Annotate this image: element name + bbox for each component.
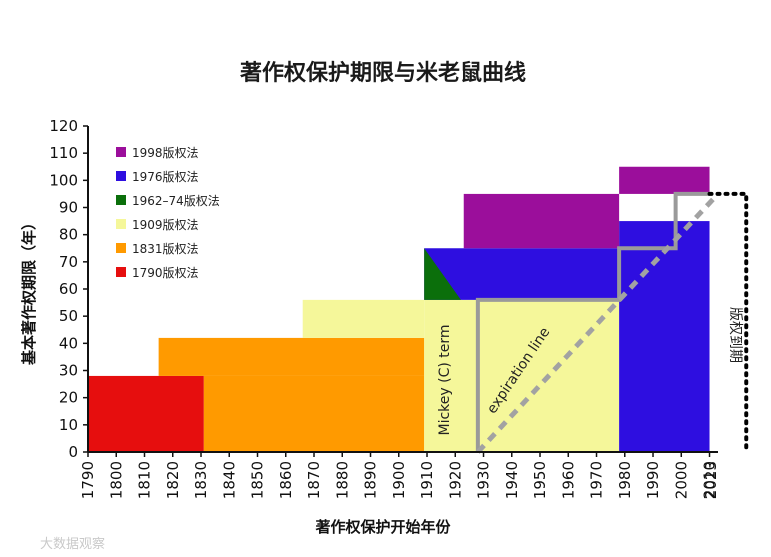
chart-title: 著作权保护期限与米老鼠曲线 <box>239 60 526 86</box>
y-tick-label: 70 <box>59 253 78 271</box>
x-tick-label: 1910 <box>418 461 436 499</box>
legend-label: 1831版权法 <box>132 242 199 256</box>
x-tick-label: 1940 <box>503 461 521 499</box>
x-tick-label: 1810 <box>136 461 154 499</box>
x-tick-label: 1930 <box>475 461 493 499</box>
y-tick-label: 110 <box>49 144 78 162</box>
x-tick-label: 1800 <box>107 461 125 499</box>
x-tick-label: 1960 <box>559 461 577 499</box>
y-tick-label: 10 <box>59 416 78 434</box>
x-tick-label: 2023 <box>702 461 720 499</box>
x-tick-label: 1850 <box>249 461 267 499</box>
legend-swatch-1909 <box>116 219 126 229</box>
y-axis-label: 基本著作权期限（年） <box>20 215 38 366</box>
area-1909-0 <box>302 299 425 338</box>
area-1909-1 <box>424 299 620 452</box>
x-tick-label: 1920 <box>446 461 464 499</box>
legend-label: 1998版权法 <box>132 146 199 160</box>
y-tick-label: 90 <box>59 199 78 217</box>
area-1976-0 <box>424 248 620 300</box>
legend-swatch-1831 <box>116 243 126 253</box>
x-tick-label: 1880 <box>333 461 351 499</box>
x-tick-label: 1970 <box>588 461 606 499</box>
x-tick-label: 1830 <box>192 461 210 499</box>
side-label: 版权到期 <box>727 307 743 363</box>
legend-swatch-1790 <box>116 267 126 277</box>
legend: 1998版权法 1976版权法 1962–74版权法 1909版权法 1831版权法 17… <box>116 146 220 280</box>
x-tick-label: 1820 <box>164 461 182 499</box>
area-1976-1 <box>619 221 710 452</box>
x-tick-label: 1790 <box>79 461 97 499</box>
x-tick-label: 1860 <box>277 461 295 499</box>
legend-label: 1976版权法 <box>132 170 199 184</box>
x-tick-label: 1950 <box>531 461 549 499</box>
expiration-line <box>476 192 720 454</box>
y-tick-label: 120 <box>49 117 78 135</box>
legend-label: 1790版权法 <box>132 266 199 280</box>
area-1831-1 <box>203 375 425 452</box>
y-tick-label: 0 <box>68 443 78 461</box>
y-tick-label: 80 <box>59 226 78 244</box>
area-1998-1 <box>619 166 710 194</box>
legend-swatch-1962-74 <box>116 195 126 205</box>
legend-label: 1909版权法 <box>132 218 199 232</box>
y-tick-label: 40 <box>59 334 78 352</box>
plot-area <box>88 166 749 454</box>
y-axis-ticks: 0 10 20 30 40 50 60 70 80 90 100 110 120 <box>49 117 88 461</box>
area-1831-0 <box>158 337 425 376</box>
area-1790-0 <box>88 375 204 452</box>
watermark: 大数据观察 <box>40 537 105 552</box>
y-tick-label: 100 <box>49 171 78 189</box>
y-tick-label: 20 <box>59 389 78 407</box>
horizon-dotted-line <box>707 191 749 454</box>
y-tick-label: 30 <box>59 362 78 380</box>
x-tick-label: 1980 <box>616 461 634 499</box>
y-tick-label: 50 <box>59 307 78 325</box>
legend-label: 1962–74版权法 <box>132 194 220 208</box>
x-axis-ticks: 1790 1800 1810 1820 1830 1840 1850 1860 1870 1880… <box>79 452 720 499</box>
x-tick-label: 1840 <box>220 461 238 499</box>
x-tick-label: 2000 <box>672 461 690 499</box>
x-tick-label: 2010 <box>701 461 719 499</box>
y-tick-label: 60 <box>59 280 78 298</box>
x-tick-label: 1870 <box>305 461 323 499</box>
x-axis-label: 著作权保护开始年份 <box>314 518 451 536</box>
x-tick-label: 1890 <box>362 461 380 499</box>
mickey-term-label: Mickey (C) term <box>437 324 453 435</box>
legend-swatch-1998 <box>116 147 126 157</box>
mickey-term-line <box>475 191 710 452</box>
x-tick-label: 1990 <box>644 461 662 499</box>
legend-swatch-1976 <box>116 171 126 181</box>
area-1962-74-triangle <box>424 248 461 300</box>
area-1998-0 <box>463 193 620 249</box>
x-tick-label: 1900 <box>390 461 408 499</box>
